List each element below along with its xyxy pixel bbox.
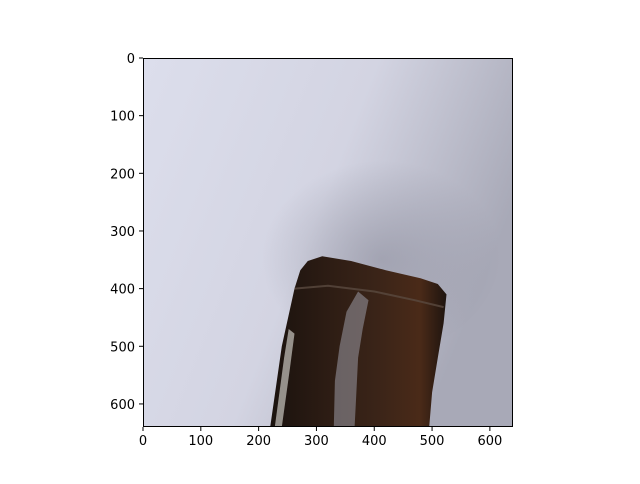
bottle-ridge	[294, 284, 444, 309]
x-tick-label: 200	[246, 434, 271, 449]
plot-image	[143, 58, 513, 427]
y-tick-label: 0	[127, 52, 135, 67]
y-tick-label: 500	[110, 340, 135, 355]
bottle-label-strip	[274, 329, 295, 427]
axes-frame	[143, 58, 513, 427]
y-axis-ticks: 0 100 200 300 400 500 600	[110, 52, 143, 413]
y-tick-label: 300	[110, 225, 135, 240]
bottle-highlight	[333, 291, 369, 427]
y-tick-label: 400	[110, 283, 135, 298]
y-tick-label: 200	[110, 167, 135, 182]
y-tick-label: 600	[110, 398, 135, 413]
x-tick-label: 400	[362, 434, 387, 449]
x-tick-label: 300	[304, 434, 329, 449]
y-tick-label: 100	[110, 110, 135, 125]
x-axis-ticks: 0 100 200 300 400 500 600	[139, 427, 502, 449]
x-tick-label: 500	[420, 434, 445, 449]
x-tick-label: 100	[188, 434, 213, 449]
x-tick-label: 600	[477, 434, 502, 449]
x-tick-label: 0	[139, 434, 147, 449]
